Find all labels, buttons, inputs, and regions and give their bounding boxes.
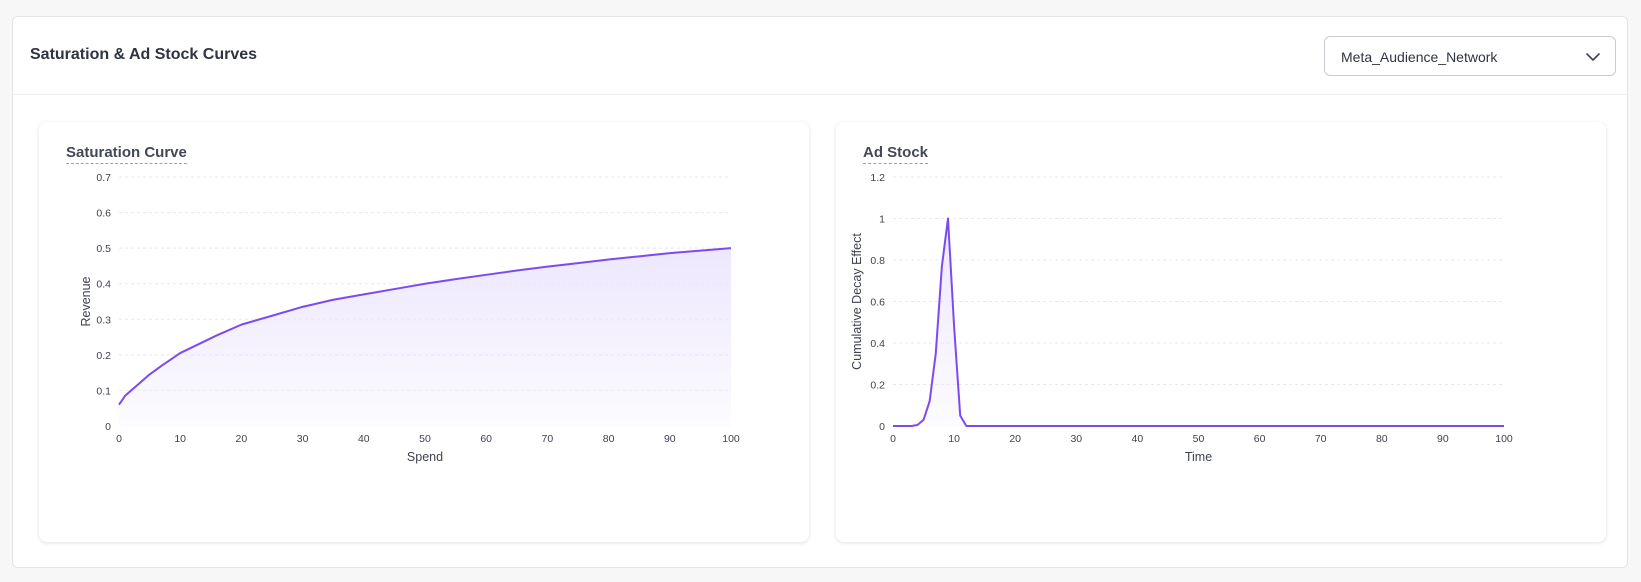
- curves-panel: Saturation & Ad Stock Curves Meta_Audien…: [12, 16, 1628, 568]
- series-line: [893, 217, 1504, 427]
- y-tick-label: 0.6: [870, 297, 885, 309]
- y-tick-label: 0.2: [870, 380, 885, 392]
- panel-header: Saturation & Ad Stock Curves Meta_Audien…: [13, 17, 1627, 95]
- x-tick-label: 70: [542, 433, 554, 445]
- y-tick-label: 0.5: [96, 243, 111, 255]
- y-tick-label: 0.2: [96, 350, 111, 362]
- x-tick-label: 100: [1495, 433, 1513, 445]
- x-tick-label: 50: [419, 433, 431, 445]
- y-tick-label: 0: [879, 421, 885, 433]
- x-tick-label: 90: [664, 433, 676, 445]
- y-tick-label: 0.4: [96, 279, 111, 291]
- x-tick-label: 30: [297, 433, 309, 445]
- x-tick-label: 100: [722, 433, 740, 445]
- y-tick-label: 0.1: [96, 385, 111, 397]
- panel-title: Saturation & Ad Stock Curves: [30, 46, 258, 63]
- y-tick-label: 0: [105, 421, 111, 433]
- channel-select-value: Meta_Audience_Network: [1341, 49, 1498, 65]
- y-tick-label: 1: [879, 214, 885, 226]
- x-tick-label: 40: [1132, 433, 1144, 445]
- adstock-chart: 0 0.2 0.4 0.6 0.8 1 1.2 0 10 20 30 40 50 60 70 80 90 100 T…: [850, 172, 1513, 464]
- y-tick-label: 0.3: [96, 314, 111, 326]
- x-tick-label: 80: [1376, 433, 1388, 445]
- x-tick-label: 60: [480, 433, 492, 445]
- x-tick-label: 90: [1437, 433, 1449, 445]
- saturation-card: Saturation Curve 0 0.1 0.2 0.3 0.4 0.5 0.6 0.7 0…: [39, 122, 809, 542]
- chevron-down-icon: [1586, 53, 1600, 61]
- x-tick-label: 70: [1315, 433, 1327, 445]
- y-tick-label: 0.7: [96, 172, 111, 184]
- x-tick-label: 20: [236, 433, 248, 445]
- series-line: [118, 247, 732, 406]
- x-tick-label: 50: [1193, 433, 1205, 445]
- y-tick-label: 1.2: [870, 172, 885, 184]
- y-tick-label: 0.6: [96, 208, 111, 220]
- y-tick-label: 0.8: [870, 255, 885, 267]
- x-tick-label: 30: [1070, 433, 1082, 445]
- channel-select[interactable]: Meta_Audience_Network: [1324, 36, 1616, 76]
- series-area: [119, 248, 731, 426]
- adstock-card: Ad Stock 0 0.2 0.4 0.6 0.8 1 1.2 0 10 20 30 40 50 60 7…: [836, 122, 1606, 542]
- x-tick-label: 10: [174, 433, 186, 445]
- x-tick-label: 60: [1254, 433, 1266, 445]
- series-area: [893, 218, 1504, 426]
- x-axis-label: Time: [1185, 450, 1212, 464]
- x-tick-label: 10: [948, 433, 960, 445]
- x-tick-label: 20: [1009, 433, 1021, 445]
- adstock-chart-title: Ad Stock: [863, 144, 929, 164]
- saturation-chart-title: Saturation Curve: [66, 144, 187, 164]
- y-tick-label: 0.4: [870, 338, 885, 350]
- x-tick-label: 80: [603, 433, 615, 445]
- y-axis-label: Revenue: [79, 276, 93, 326]
- saturation-chart: 0 0.1 0.2 0.3 0.4 0.5 0.6 0.7 0 10 20 30 40 50 60 70 80 9…: [79, 172, 740, 464]
- y-axis-label: Cumulative Decay Effect: [850, 233, 864, 370]
- x-tick-label: 0: [116, 433, 122, 445]
- x-axis-label: Spend: [407, 450, 443, 464]
- x-tick-label: 0: [890, 433, 896, 445]
- x-tick-label: 40: [358, 433, 370, 445]
